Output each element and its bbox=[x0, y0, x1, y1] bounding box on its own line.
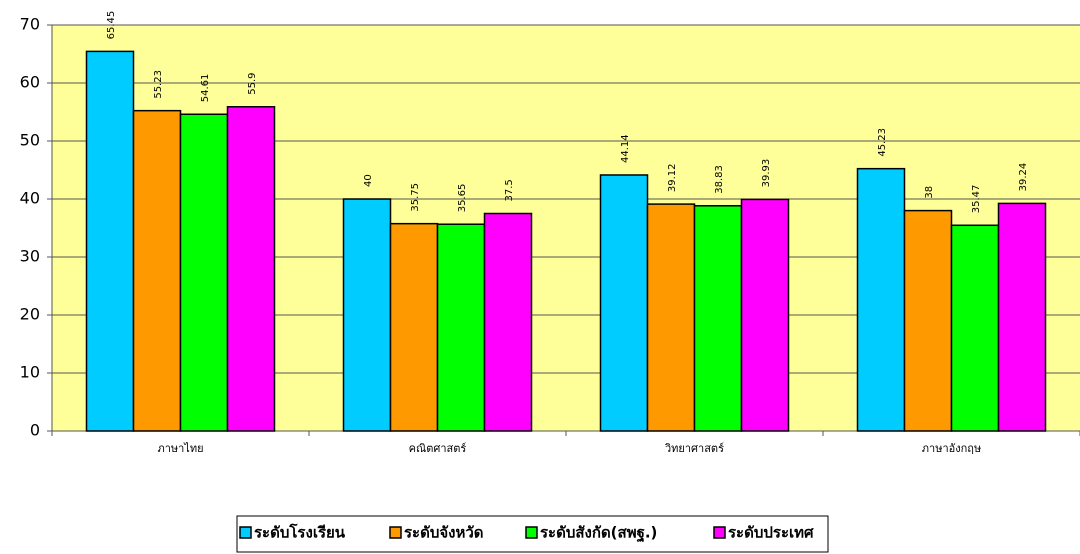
value-label: 35.65 bbox=[457, 184, 468, 213]
legend-swatch bbox=[713, 526, 726, 539]
bar bbox=[179, 113, 229, 432]
bar bbox=[903, 209, 953, 432]
value-label: 65.45 bbox=[106, 11, 117, 40]
bar bbox=[646, 203, 696, 432]
legend-label: ระดับจังหวัด bbox=[404, 524, 484, 542]
value-label: 39.24 bbox=[1018, 163, 1029, 192]
value-label: 55.23 bbox=[153, 70, 164, 99]
legend-swatch bbox=[389, 526, 402, 539]
bar bbox=[85, 50, 135, 432]
value-label: 37.5 bbox=[504, 179, 515, 201]
bar bbox=[226, 106, 276, 432]
legend-swatch bbox=[525, 526, 538, 539]
value-label: 35.75 bbox=[410, 183, 421, 212]
bar bbox=[483, 212, 533, 432]
y-tick-label: 60 bbox=[20, 73, 40, 92]
x-tick-label: คณิตศาสตร์ bbox=[409, 442, 467, 455]
y-tick-label: 20 bbox=[20, 305, 40, 324]
value-label: 35.47 bbox=[971, 185, 982, 214]
bar bbox=[342, 198, 392, 432]
x-tick-label: ภาษาไทย bbox=[157, 442, 203, 455]
value-label: 39.12 bbox=[667, 163, 678, 192]
x-tick-label: ภาษาอังกฤษ bbox=[922, 442, 981, 455]
y-tick-label: 50 bbox=[20, 131, 40, 150]
y-tick-label: 10 bbox=[20, 363, 40, 382]
bar bbox=[856, 167, 906, 432]
legend-label: ระดับโรงเรียน bbox=[254, 523, 346, 542]
value-label: 39.93 bbox=[761, 159, 772, 188]
y-tick-label: 40 bbox=[20, 189, 40, 208]
legend-label: ระดับสังกัด(สพฐ.) bbox=[540, 524, 657, 543]
bar bbox=[693, 205, 743, 432]
x-tick-label: วิทยาศาสตร์ bbox=[664, 442, 724, 455]
legend-swatch bbox=[239, 526, 252, 539]
value-label: 55.9 bbox=[247, 73, 258, 95]
value-label: 54.61 bbox=[200, 74, 211, 103]
y-tick-label: 0 bbox=[30, 421, 40, 440]
bar bbox=[740, 198, 790, 432]
bar bbox=[436, 223, 486, 432]
value-label: 38.83 bbox=[714, 165, 725, 194]
value-label: 44.14 bbox=[620, 134, 631, 163]
value-label: 45.23 bbox=[877, 128, 888, 157]
bar bbox=[599, 174, 649, 432]
y-tick-label: 30 bbox=[20, 247, 40, 266]
bar bbox=[997, 202, 1047, 432]
bar bbox=[132, 109, 182, 432]
bar bbox=[389, 222, 439, 432]
value-label: 40 bbox=[363, 174, 374, 187]
value-label: 38 bbox=[924, 186, 935, 199]
bar bbox=[950, 224, 1000, 432]
y-tick-label: 70 bbox=[20, 15, 40, 34]
legend-label: ระดับประเทศ bbox=[728, 524, 814, 542]
